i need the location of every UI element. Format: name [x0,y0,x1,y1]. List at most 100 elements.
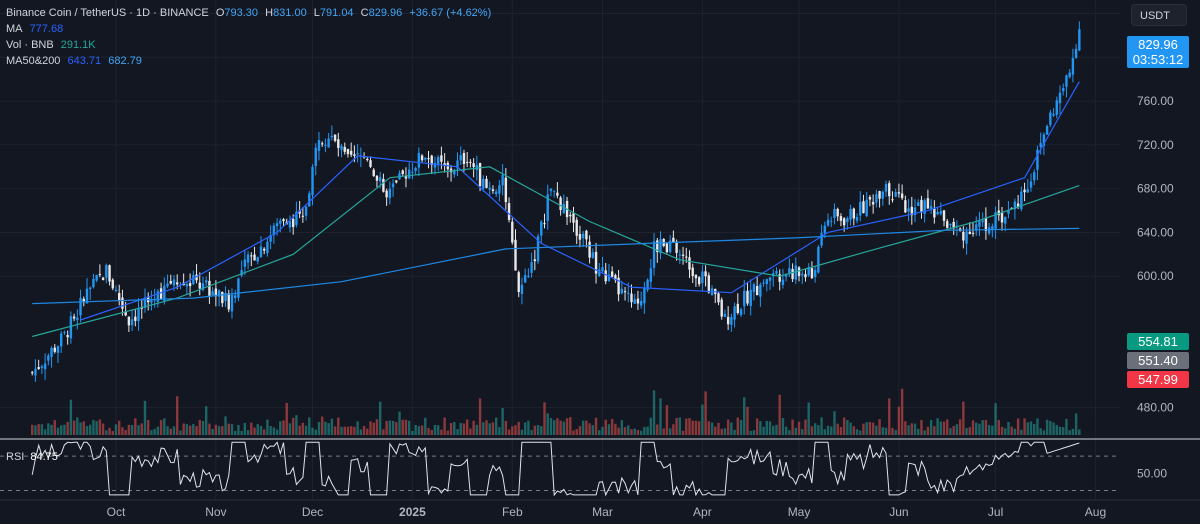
volume-bar [98,419,102,435]
candle-body [646,279,649,290]
volume-bar [823,429,827,435]
ma-legend[interactable]: MA 777.68 [6,23,67,35]
candle-body [810,268,814,279]
volume-bar [330,418,334,435]
candle-body [649,268,653,282]
volume-bar [1058,426,1062,435]
candle-body [540,221,543,236]
candle-body [262,248,266,251]
volume-bar [482,422,485,435]
candle-body [462,152,466,164]
volume-bar [739,419,743,435]
volume-bar [536,425,540,435]
candle-body [37,367,40,370]
volume-bar [804,419,807,435]
time-tick-label: Aug [1085,505,1106,519]
candle-body [946,221,949,228]
candle-body [1029,181,1033,188]
ma200-value: 682.79 [108,55,142,67]
volume-bar [984,420,988,435]
volume-bar [37,424,40,435]
volume-bar [639,430,643,435]
candle-body [111,279,114,289]
volume-bar [1071,428,1075,435]
change-value: +36.67 (+4.62%) [409,7,492,19]
volume-bar [527,420,530,435]
candle-body [198,282,201,289]
candle-body [201,283,205,290]
volume-bar [833,411,836,435]
volume-bar [569,417,572,435]
volume-bar [475,424,479,435]
volume-bar [968,427,971,435]
candle-body [118,292,121,301]
volume-bar [540,426,543,435]
volume-bar [533,425,537,435]
volume-bar [192,424,195,435]
volume-bar [830,426,833,435]
candle-body [375,175,379,181]
candle-body [185,283,189,287]
volume-bar [304,425,308,435]
volume-bar [929,420,933,435]
rsi-label: RSI [6,451,25,463]
candle-body [791,268,794,280]
symbol-header: Binance Coin / TetherUS · 1D · BINANCE O… [6,7,495,19]
candle-body [627,292,630,294]
volume-bar [337,417,340,435]
candle-body [417,152,421,168]
candle-body [320,143,324,145]
volume-bar [917,428,920,435]
ma50-200-legend[interactable]: MA50&200 643.71 682.79 [6,55,146,67]
candle-body [723,313,727,317]
volume-bar [420,425,424,435]
candle-body [369,160,372,167]
volume-bar [166,426,169,435]
candle-body [337,139,340,149]
volume-bar [507,429,511,435]
time-tick-label: Apr [693,505,712,519]
candle-body [665,243,669,253]
volume-bar [643,427,646,435]
volume-bar [862,423,865,435]
rsi-legend[interactable]: RSI 84.75 [6,451,58,463]
volume-bar [1020,429,1023,435]
volume-bar [891,427,894,435]
volume-bar [401,419,404,435]
volume-bar [646,426,649,435]
candle-body [343,146,346,152]
candle-body [256,257,259,262]
volume-bar [1007,421,1010,435]
volume-bar [813,423,817,435]
rsi-pane: 50.00 [0,438,1200,497]
volume-bar [108,427,111,435]
candle-body [501,174,504,186]
candle-body [98,273,102,275]
volume-bar [601,426,604,435]
volume-bar [946,419,949,435]
candle-body [636,298,640,304]
candle-body [478,162,482,186]
volume-bar [855,429,859,435]
price-tag-gray: 551.40 [1127,352,1189,369]
volume-legend[interactable]: Vol · BNB 291.1K [6,39,100,51]
volume-bar [324,421,327,435]
last-price-tag: 829.96 03:53:12 [1127,36,1189,68]
candle-body [275,223,279,227]
volume-bar [1036,418,1039,435]
currency-button[interactable]: USDT [1131,4,1187,26]
volume-bar [443,417,446,435]
volume-bar [975,422,978,435]
volume-bar [694,420,698,435]
volume-bar [939,421,942,435]
candle-body [920,199,923,212]
volume-bar [53,420,56,435]
candle-body [691,267,694,277]
candle-body [485,178,488,188]
candle-body [47,355,50,361]
volume-bar [1042,430,1046,435]
candle-body [176,282,179,285]
volume-bar [79,422,82,435]
candle-body [314,147,317,166]
